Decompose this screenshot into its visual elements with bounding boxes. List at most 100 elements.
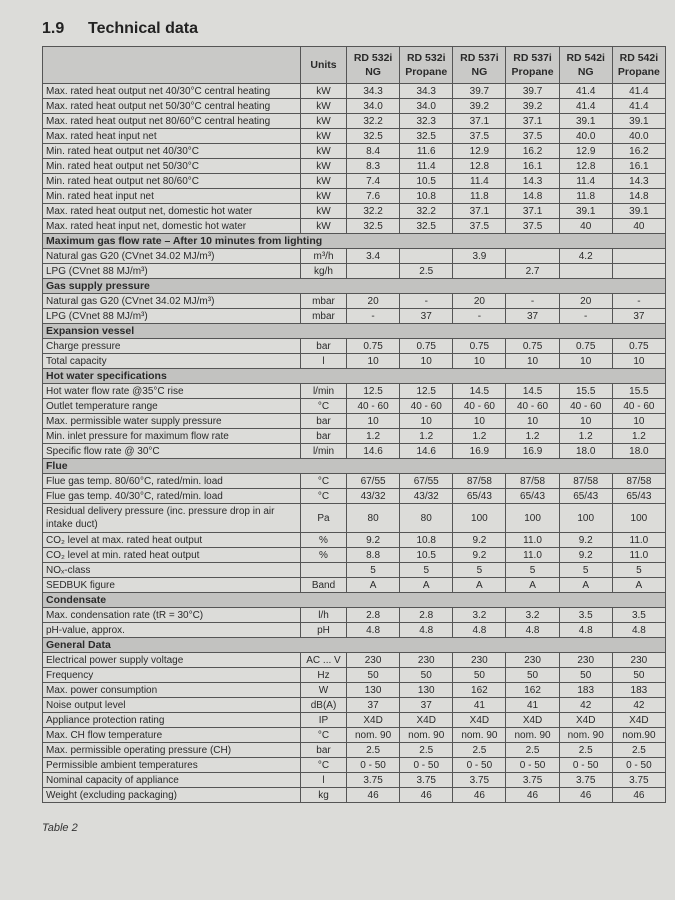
cell-value: 34.0 <box>399 98 454 114</box>
cell-value: 41.4 <box>611 83 667 99</box>
header-model: RD 532i NG <box>345 46 401 84</box>
cell-value: 9.2 <box>452 532 507 548</box>
cell-value: 10 <box>558 353 613 369</box>
table-row: CO₂ level at max. rated heat output% 9.2 1… <box>42 532 667 548</box>
cell-value: 20 <box>452 293 507 309</box>
cell-value: 34.3 <box>399 83 454 99</box>
cell-value: 0 - 50 <box>345 757 401 773</box>
cell-value: 100 <box>558 503 613 533</box>
cell-value: 39.7 <box>452 83 507 99</box>
row-unit: AC ... V <box>300 652 347 668</box>
cell-value: 11.0 <box>505 532 560 548</box>
cell-value: 4.2 <box>558 248 613 264</box>
row-label: Weight (excluding packaging) <box>42 787 301 803</box>
header-model: RD 532i Propane <box>399 46 454 84</box>
section-number: 1.9 <box>42 20 65 37</box>
cell-value: 20 <box>558 293 613 309</box>
cell-value: 10.8 <box>399 188 454 204</box>
cell-value: 3.4 <box>345 248 401 264</box>
cell-value: 50 <box>345 667 401 683</box>
cell-value: A <box>345 577 401 593</box>
cell-value: 10.5 <box>399 173 454 189</box>
cell-value: 32.3 <box>399 113 454 129</box>
cell-value: X4D <box>399 712 454 728</box>
cell-value: 34.3 <box>345 83 401 99</box>
section-row: Hot water specifications <box>42 368 666 384</box>
cell-value: 32.2 <box>345 203 401 219</box>
cell-value: 18.0 <box>558 443 613 459</box>
header-model: RD 542i Propane <box>611 46 667 84</box>
table-row: Max. rated heat input net kW 32.5 32.5 37.5 3… <box>42 128 667 144</box>
row-unit: Band <box>300 577 347 593</box>
cell-value: 10 <box>505 353 560 369</box>
cell-value: 37 <box>399 697 454 713</box>
cell-value: 41.4 <box>558 83 613 99</box>
row-unit: °C <box>300 488 347 504</box>
cell-value: 46 <box>452 787 507 803</box>
cell-value: 39.2 <box>505 98 560 114</box>
cell-value: 87/58 <box>505 473 560 489</box>
row-label: Noise output level <box>42 697 301 713</box>
cell-value: 39.1 <box>558 113 613 129</box>
cell-value: 11.6 <box>399 143 454 159</box>
row-unit: W <box>300 682 347 698</box>
cell-value: 0.75 <box>611 338 667 354</box>
cell-value: 41.4 <box>558 98 613 114</box>
cell-value: 32.5 <box>399 128 454 144</box>
cell-value: 11.8 <box>558 188 613 204</box>
cell-value: 11.8 <box>452 188 507 204</box>
cell-value: 39.7 <box>505 83 560 99</box>
cell-value: 10.8 <box>399 532 454 548</box>
cell-value: 37 <box>399 308 454 324</box>
cell-value: 0.75 <box>558 338 613 354</box>
cell-value: 5 <box>558 562 613 578</box>
cell-value: 46 <box>611 787 667 803</box>
cell-value: 10 <box>399 413 454 429</box>
row-label: Max. CH flow temperature <box>42 727 301 743</box>
table-row: Appliance protection rating IP X4D X4D X4D X4… <box>42 712 667 728</box>
cell-value: 40 <box>558 218 613 234</box>
cell-value: 8.4 <box>345 143 401 159</box>
cell-value: 0.75 <box>345 338 401 354</box>
cell-value: 10 <box>505 413 560 429</box>
cell-value: 42 <box>611 697 667 713</box>
section-title: Gas supply pressure <box>42 278 666 294</box>
table-row: Flue gas temp. 40/30°C, rated/min. load °… <box>42 488 667 504</box>
cell-value: - <box>345 308 401 324</box>
cell-value: 14.6 <box>345 443 401 459</box>
cell-value: 230 <box>399 652 454 668</box>
cell-value: 0 - 50 <box>399 757 454 773</box>
row-unit: kW <box>300 83 347 99</box>
row-unit: l/min <box>300 443 347 459</box>
cell-value: 3.2 <box>452 607 507 623</box>
row-unit: kg/h <box>300 263 347 279</box>
cell-value: 9.2 <box>452 547 507 563</box>
row-label: Min. rated heat output net 40/30°C <box>42 143 301 159</box>
row-label: Min. rated heat output net 80/60°C <box>42 173 301 189</box>
table-row: Max. permissible water supply pressure ba… <box>42 413 667 429</box>
row-unit: Hz <box>300 667 347 683</box>
row-unit: m³/h <box>300 248 347 264</box>
row-label: Min. inlet pressure for maximum flow rat… <box>42 428 301 444</box>
cell-value: 2.7 <box>505 263 560 279</box>
cell-value: 46 <box>399 787 454 803</box>
table-row: Max. rated heat output net, domestic hot… <box>42 203 667 219</box>
cell-value: 4.8 <box>558 622 613 638</box>
table-row: Max. power consumption W 130 130 162 162 183 18… <box>42 682 667 698</box>
row-label: Frequency <box>42 667 301 683</box>
row-label: Nominal capacity of appliance <box>42 772 301 788</box>
row-label: Electrical power supply voltage <box>42 652 301 668</box>
cell-value: 87/58 <box>611 473 667 489</box>
cell-value: 20 <box>345 293 401 309</box>
cell-value: 32.5 <box>345 128 401 144</box>
cell-value: 1.2 <box>399 428 454 444</box>
cell-value: nom. 90 <box>558 727 613 743</box>
cell-value <box>505 248 560 264</box>
cell-value: 14.5 <box>505 383 560 399</box>
cell-value: 37 <box>505 308 560 324</box>
table-row: Permissible ambient temperatures °C 0 - 50… <box>42 757 667 773</box>
table-row: NOₓ-class 5 5 5 5 5 5 <box>42 562 667 578</box>
cell-value: nom. 90 <box>345 727 401 743</box>
cell-value: 9.2 <box>558 547 613 563</box>
cell-value: 0 - 50 <box>558 757 613 773</box>
